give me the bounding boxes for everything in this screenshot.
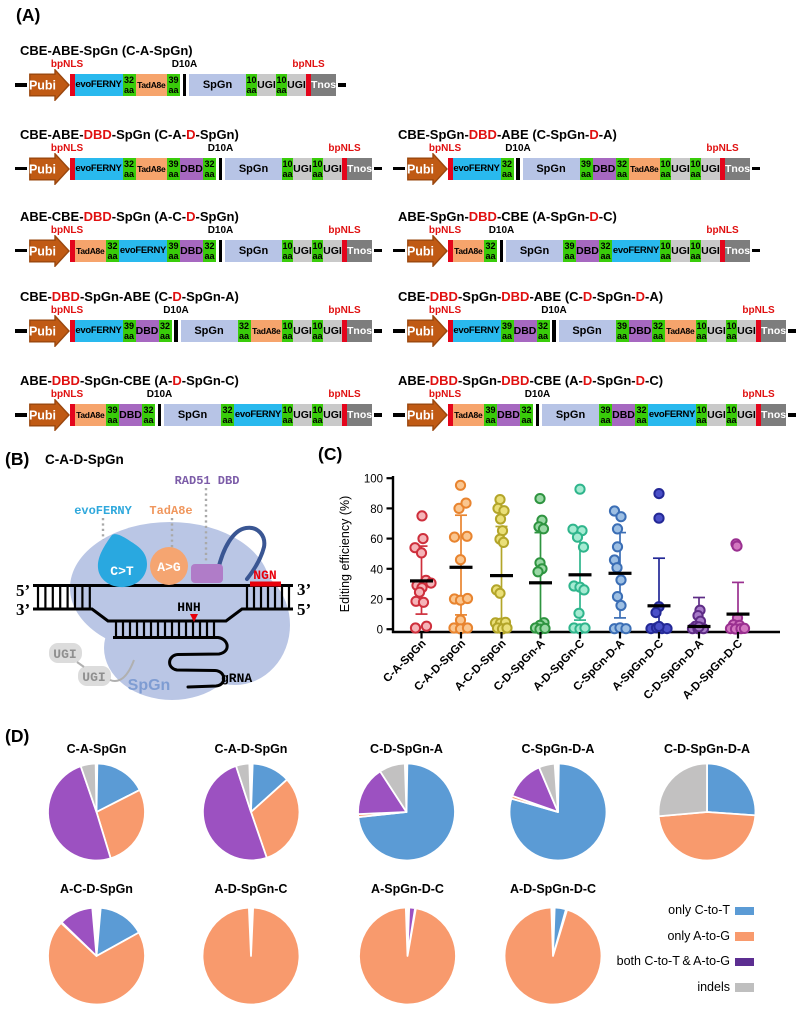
svg-text:UGI: UGI [82,670,105,685]
svg-text:Pubi: Pubi [29,162,56,176]
svg-text:3’: 3’ [297,580,311,599]
svg-text:Pubi: Pubi [29,79,56,93]
svg-text:40: 40 [370,564,383,576]
svg-text:HNH: HNH [177,600,200,615]
svg-text:evoFERNY: evoFERNY [74,504,132,518]
svg-text:SpGn: SpGn [128,677,171,694]
svg-text:Pubi: Pubi [407,162,434,176]
svg-text:Pubi: Pubi [29,244,56,258]
svg-text:A>G: A>G [157,560,181,575]
svg-text:RAD51 DBD: RAD51 DBD [175,474,240,488]
svg-text:Pubi: Pubi [407,409,434,423]
svg-text:5’: 5’ [297,600,311,619]
svg-text:100: 100 [364,474,383,486]
svg-text:NGN: NGN [253,568,276,583]
svg-text:3’: 3’ [16,600,30,619]
svg-text:Pubi: Pubi [29,325,56,339]
svg-text:C>T: C>T [110,564,134,579]
svg-text:Pubi: Pubi [29,409,56,423]
svg-text:UGI: UGI [53,647,76,662]
svg-text:5’: 5’ [16,581,30,600]
svg-text:TadA8e: TadA8e [149,504,192,518]
svg-text:Pubi: Pubi [407,325,434,339]
svg-text:80: 80 [370,504,383,516]
svg-text:Pubi: Pubi [407,244,434,258]
svg-text:0: 0 [377,625,383,637]
svg-text:gRNA: gRNA [221,671,252,686]
svg-text:Editing efficiency (%): Editing efficiency (%) [338,496,352,613]
svg-text:20: 20 [370,595,383,607]
svg-text:60: 60 [370,534,383,546]
